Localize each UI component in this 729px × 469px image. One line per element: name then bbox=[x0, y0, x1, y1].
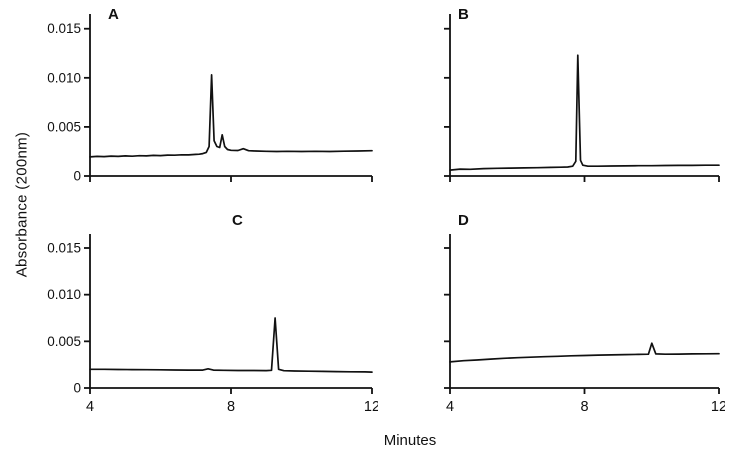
panel-label-b: B bbox=[458, 6, 469, 23]
svg-text:0.015: 0.015 bbox=[47, 21, 81, 36]
panel-d-plot: 4 8 12 bbox=[444, 234, 725, 415]
svg-text:0.010: 0.010 bbox=[47, 287, 81, 302]
svg-text:4: 4 bbox=[446, 399, 454, 415]
svg-text:12: 12 bbox=[711, 399, 725, 415]
panel-c-plot: 0 0.005 0.010 0.015 4 8 12 bbox=[47, 234, 378, 415]
svg-text:0: 0 bbox=[73, 169, 81, 184]
svg-text:0.005: 0.005 bbox=[47, 334, 81, 349]
svg-text:0.005: 0.005 bbox=[47, 119, 81, 134]
svg-text:8: 8 bbox=[227, 399, 235, 415]
svg-text:0: 0 bbox=[73, 381, 81, 396]
svg-text:0.010: 0.010 bbox=[47, 70, 81, 85]
panel-label-a: A bbox=[108, 6, 119, 23]
svg-text:4: 4 bbox=[86, 399, 94, 415]
svg-text:8: 8 bbox=[580, 399, 588, 415]
panel-label-d: D bbox=[458, 212, 469, 229]
svg-text:0.015: 0.015 bbox=[47, 241, 81, 256]
y-axis-title: Absorbance (200nm) bbox=[13, 131, 31, 278]
panel-label-c: C bbox=[232, 212, 243, 229]
x-axis-title: Minutes bbox=[383, 432, 437, 449]
panel-b-plot bbox=[444, 14, 720, 182]
svg-text:12: 12 bbox=[364, 399, 378, 415]
panel-a-plot: 0 0.005 0.010 0.015 bbox=[47, 14, 373, 184]
